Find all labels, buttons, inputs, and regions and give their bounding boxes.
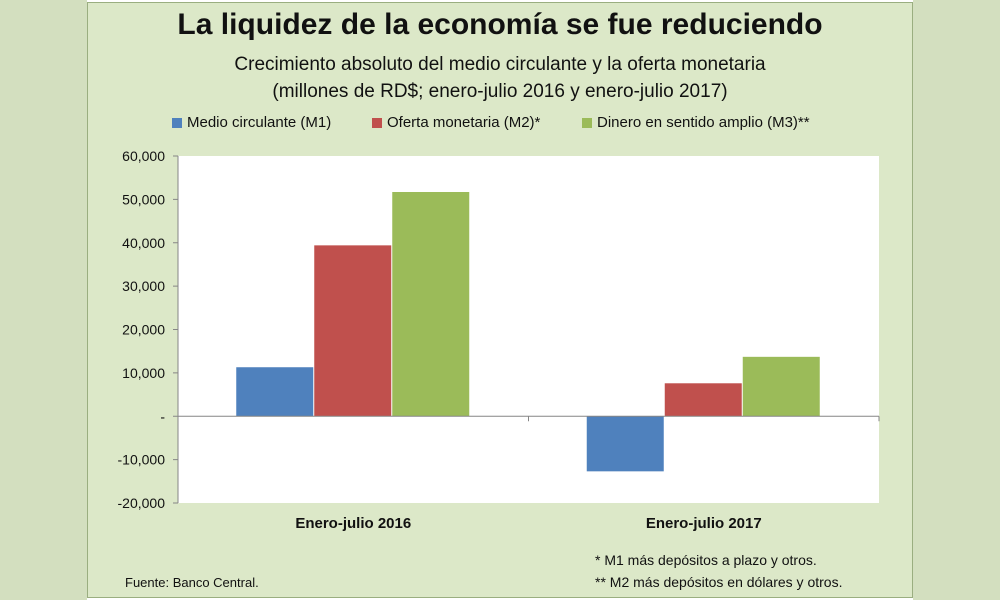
- y-tick-label: 30,000: [122, 278, 165, 294]
- y-tick-label: -20,000: [118, 495, 166, 511]
- chart-legend: Medio circulante (M1) Oferta monetaria (…: [0, 114, 1000, 136]
- chart-title: La liquidez de la economía se fue reduci…: [177, 8, 823, 41]
- legend-item-m2: Oferta monetaria (M2)*: [372, 114, 540, 131]
- left-margin: [0, 0, 87, 600]
- y-tick-label: 40,000: [122, 235, 165, 251]
- bar: [586, 416, 664, 472]
- x-tick-label: Enero-julio 2016: [295, 515, 411, 532]
- footnote-1: * M1 más depósitos a plazo y otros.: [595, 552, 817, 568]
- x-tick-label: Enero-julio 2017: [646, 515, 762, 532]
- y-axis: 60,000 50,000 40,000 30,000 20,000 10,000 - -10…: [118, 148, 179, 511]
- chart-subtitle-line1: Crecimiento absoluto del medio circulant…: [234, 54, 766, 75]
- bar: [664, 383, 742, 417]
- bar: [236, 367, 314, 417]
- legend-swatch-m2: [372, 117, 382, 128]
- legend-swatch-m3: [582, 117, 592, 128]
- bars: [236, 192, 820, 472]
- y-tick-label: 60,000: [122, 148, 165, 164]
- y-tick-label: 10,000: [122, 365, 165, 381]
- source-note: Fuente: Banco Central.: [125, 575, 259, 590]
- y-tick-label: 20,000: [122, 322, 165, 338]
- legend-label-m3: Dinero en sentido amplio (M3)**: [597, 114, 810, 131]
- right-margin: [913, 0, 1000, 600]
- bar: [392, 192, 470, 417]
- chart-subtitle-line2: (millones de RD$; enero-julio 2016 y ene…: [272, 81, 728, 102]
- legend-item-m3: Dinero en sentido amplio (M3)**: [582, 114, 810, 131]
- plot-area: [178, 156, 879, 503]
- legend-label-m1: Medio circulante (M1): [187, 114, 332, 131]
- y-tick-label: -10,000: [118, 452, 166, 468]
- y-tick-label: -: [160, 408, 165, 424]
- footnote-2: ** M2 más depósitos en dólares y otros.: [595, 574, 843, 590]
- legend-swatch-m1: [172, 117, 182, 128]
- x-axis: Enero-julio 2016 Enero-julio 2017: [177, 415, 880, 532]
- bar: [314, 245, 392, 417]
- legend-label-m2: Oferta monetaria (M2)*: [387, 114, 541, 131]
- y-tick-label: 50,000: [122, 191, 165, 207]
- legend-item-m1: Medio circulante (M1): [172, 114, 331, 131]
- bar: [742, 356, 820, 417]
